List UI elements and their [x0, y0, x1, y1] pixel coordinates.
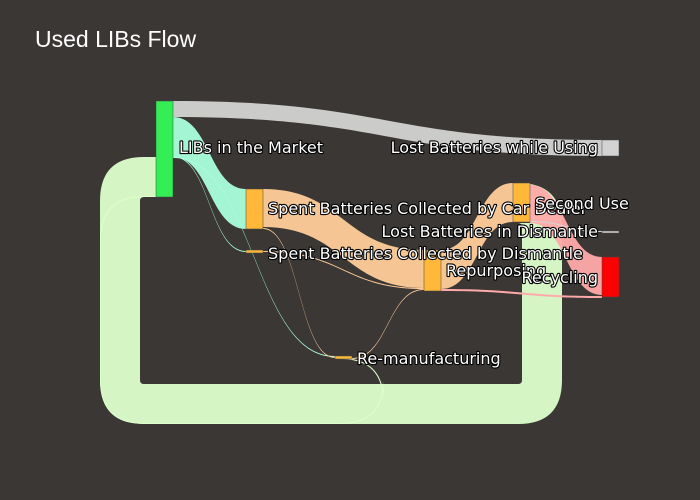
node-second-use[interactable] [512, 182, 531, 223]
link-second-use-to-libs-in-the-market[interactable] [100, 157, 562, 424]
sankey-nodes [155, 100, 620, 360]
link-libs-in-the-market-to-spent-batteries-collected-by-car-dealer[interactable] [173, 117, 246, 229]
link-spent-batteries-collected-by-car-dealer-to-re-manufacturing[interactable] [263, 228, 335, 358]
sankey-links [100, 101, 602, 424]
sankey-labels: LIBs in the Market Lost Batteries while U… [178, 137, 630, 369]
node-lost-batteries-in-dismantle[interactable] [601, 230, 620, 234]
label-libs-in-the-market: LIBs in the Market [179, 138, 323, 157]
node-lost-batteries-while-using[interactable] [601, 139, 620, 157]
link-repurposing-to-recycling[interactable] [441, 289, 602, 298]
link-re-manufacturing-to-repurposing[interactable] [352, 289, 424, 359]
link-libs-in-the-market-to-lost-batteries-while-using[interactable] [173, 101, 602, 156]
link-second-use-to-lost-batteries-in-dismantle[interactable] [530, 221, 602, 232]
label-re-manufacturing: Re-manufacturing [357, 349, 501, 368]
label-spent-batteries-collected-by-car-dealer: Spent Batteries Collected by Car Dealer [268, 199, 588, 218]
label-repurposing: Repurposing [446, 261, 546, 280]
node-recycling[interactable] [601, 256, 620, 298]
node-libs-in-the-market[interactable] [155, 100, 174, 198]
chart-title: Used LIBs Flow [35, 26, 197, 52]
node-repurposing[interactable] [423, 249, 442, 292]
label-spent-batteries-collected-by-dismantle: Spent Batteries Collected by Dismantle [268, 244, 583, 263]
link-libs-in-the-market-to-re-manufacturing[interactable] [173, 157, 335, 357]
label-second-use: Second Use [535, 194, 629, 213]
link-libs-in-the-market-to-spent-batteries-collected-by-dismantle[interactable] [173, 156, 246, 252]
link-spent-batteries-collected-by-dismantle-to-repurposing[interactable] [263, 251, 424, 289]
link-second-use-to-recycling[interactable] [530, 185, 602, 295]
label-recycling: Recycling [522, 268, 599, 287]
node-spent-batteries-collected-by-car-dealer[interactable] [245, 188, 264, 230]
node-re-manufacturing[interactable] [334, 355, 353, 360]
label-lost-batteries-while-using: Lost Batteries while Using [391, 138, 598, 157]
node-spent-batteries-collected-by-dismantle[interactable] [245, 249, 264, 254]
link-repurposing-to-second-use[interactable] [441, 183, 513, 289]
label-lost-batteries-in-dismantle: Lost Batteries in Dismantle [382, 222, 598, 241]
link-spent-batteries-collected-by-car-dealer-to-repurposing[interactable] [263, 189, 424, 288]
